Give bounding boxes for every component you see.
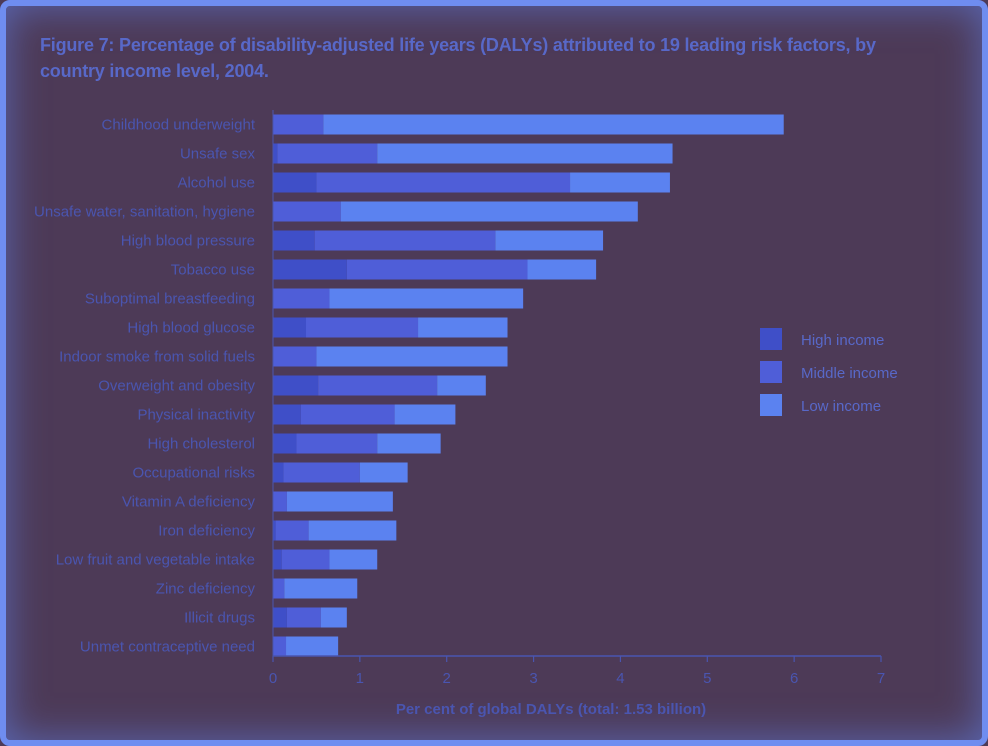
legend-swatch	[760, 394, 782, 416]
x-tick-label: 4	[616, 670, 624, 687]
category-label: Zinc deficiency	[156, 581, 256, 598]
legend-label: High income	[801, 332, 884, 349]
category-label: High cholesterol	[147, 436, 255, 453]
bar-high-income	[273, 549, 282, 570]
bar-low-income	[323, 114, 784, 135]
bar-middle-income	[277, 143, 378, 164]
bar-low-income	[495, 230, 604, 251]
bar-chart: Childhood underweight Unsafe sex Alcohol u…	[34, 110, 898, 718]
category-label: Tobacco use	[171, 262, 255, 279]
bar-middle-income	[318, 375, 438, 396]
bar-low-income	[377, 433, 441, 454]
bar-high-income	[273, 607, 287, 628]
category-label: Vitamin A deficiency	[122, 494, 256, 511]
category-label: Illicit drugs	[184, 610, 255, 627]
bar-low-income	[286, 491, 393, 512]
bar-middle-income	[273, 288, 330, 309]
bar-high-income	[273, 259, 347, 280]
bar-middle-income	[273, 636, 287, 657]
category-label: Indoor smoke from solid fuels	[59, 349, 255, 366]
bar-middle-income	[273, 491, 287, 512]
bar-middle-income	[306, 317, 419, 338]
bar-high-income	[273, 230, 315, 251]
category-label: Unsafe water, sanitation, hygiene	[34, 204, 255, 221]
x-tick-label: 6	[790, 670, 798, 687]
x-tick-label: 0	[269, 670, 277, 687]
bar-high-income	[273, 433, 297, 454]
bar-high-income	[273, 462, 284, 483]
category-label: Unmet contraceptive need	[80, 639, 255, 656]
category-label: High blood pressure	[121, 233, 255, 250]
category-label: Occupational risks	[132, 465, 255, 482]
bar-high-income	[273, 172, 317, 193]
bar-high-income	[273, 375, 319, 396]
bar-middle-income	[273, 201, 341, 222]
category-label: Unsafe sex	[180, 146, 256, 163]
bar-middle-income	[273, 578, 285, 599]
bar-high-income	[273, 143, 278, 164]
bar-low-income	[394, 404, 456, 425]
x-tick-label: 3	[529, 670, 537, 687]
bar-middle-income	[281, 549, 330, 570]
x-tick-label: 2	[443, 670, 451, 687]
bar-middle-income	[273, 346, 317, 367]
category-label: High blood glucose	[127, 320, 255, 337]
category-label: Iron deficiency	[158, 523, 255, 540]
legend-swatch	[760, 328, 782, 350]
chart-title: Figure 7: Percentage of disability-adjus…	[40, 35, 876, 81]
bar-middle-income	[283, 462, 360, 483]
category-label: Overweight and obesity	[98, 378, 255, 395]
bar-low-income	[359, 462, 408, 483]
bar-middle-income	[296, 433, 378, 454]
bar-middle-income	[273, 114, 324, 135]
bar-low-income	[437, 375, 486, 396]
bar-high-income	[273, 520, 276, 541]
x-tick-label: 1	[356, 670, 364, 687]
category-label: Physical inactivity	[137, 407, 255, 424]
legend-label: Middle income	[801, 365, 898, 382]
bar-low-income	[329, 288, 524, 309]
bar-middle-income	[275, 520, 309, 541]
category-label: Low fruit and vegetable intake	[56, 552, 255, 569]
legend-label: Low income	[801, 398, 881, 415]
category-label: Childhood underweight	[102, 117, 256, 134]
bar-high-income	[273, 317, 307, 338]
bar-middle-income	[286, 607, 321, 628]
category-label: Suboptimal breastfeeding	[85, 291, 255, 308]
x-tick-label: 5	[703, 670, 711, 687]
bar-low-income	[329, 549, 378, 570]
bar-middle-income	[314, 230, 496, 251]
legend-swatch	[760, 361, 782, 383]
bar-low-income	[320, 607, 347, 628]
bar-low-income	[340, 201, 638, 222]
bar-middle-income	[346, 259, 528, 280]
x-tick-label: 7	[877, 670, 885, 687]
bar-middle-income	[300, 404, 395, 425]
bar-low-income	[377, 143, 673, 164]
bar-middle-income	[316, 172, 571, 193]
bar-low-income	[527, 259, 597, 280]
bar-low-income	[570, 172, 670, 193]
bar-low-income	[286, 636, 339, 657]
category-label: Alcohol use	[177, 175, 255, 192]
x-axis-title: Per cent of global DALYs (total: 1.53 bi…	[396, 701, 706, 718]
bar-high-income	[273, 404, 301, 425]
bar-low-income	[316, 346, 508, 367]
bar-low-income	[418, 317, 508, 338]
bar-low-income	[308, 520, 397, 541]
bar-low-income	[284, 578, 358, 599]
